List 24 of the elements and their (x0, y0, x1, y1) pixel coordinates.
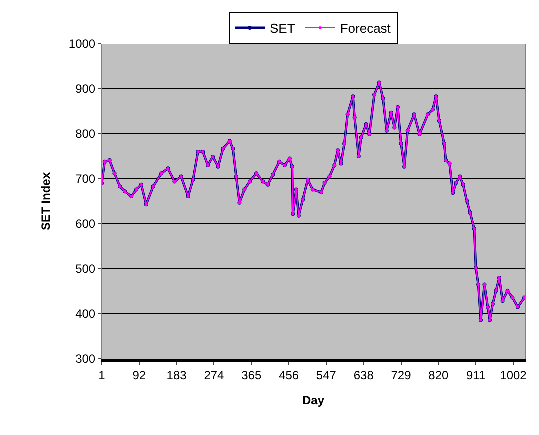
x-axis-title: Day (302, 393, 325, 408)
y-tick-label: 600 (76, 217, 96, 232)
y-tick-label: 400 (76, 307, 96, 322)
legend-label: SET (270, 21, 296, 36)
y-tick-label: 300 (76, 352, 96, 366)
x-tick-label: 911 (466, 368, 486, 382)
x-tick-label: 456 (279, 368, 300, 382)
y-tick-label: 500 (76, 262, 96, 276)
x-tick-label: 92 (132, 368, 146, 382)
y-tick-label: 700 (76, 172, 96, 186)
y-axis-title: SET Index (39, 172, 54, 231)
x-tick-label: 820 (428, 368, 449, 382)
y-tick-label: 1000 (68, 37, 96, 52)
x-tick-label: 365 (242, 368, 262, 382)
x-tick-label: 638 (354, 368, 374, 382)
x-tick-label: 547 (316, 368, 337, 382)
x-tick-label: 729 (391, 368, 412, 382)
x-tick-label: 274 (204, 368, 225, 382)
x-tick-label: 1 (98, 368, 106, 382)
legend-label: Forecast (340, 21, 392, 36)
y-tick-label: 800 (76, 127, 96, 142)
x-tick-label: 183 (166, 368, 188, 382)
y-tick-label: 900 (76, 82, 96, 96)
x-tick-label: 1002 (500, 368, 528, 382)
